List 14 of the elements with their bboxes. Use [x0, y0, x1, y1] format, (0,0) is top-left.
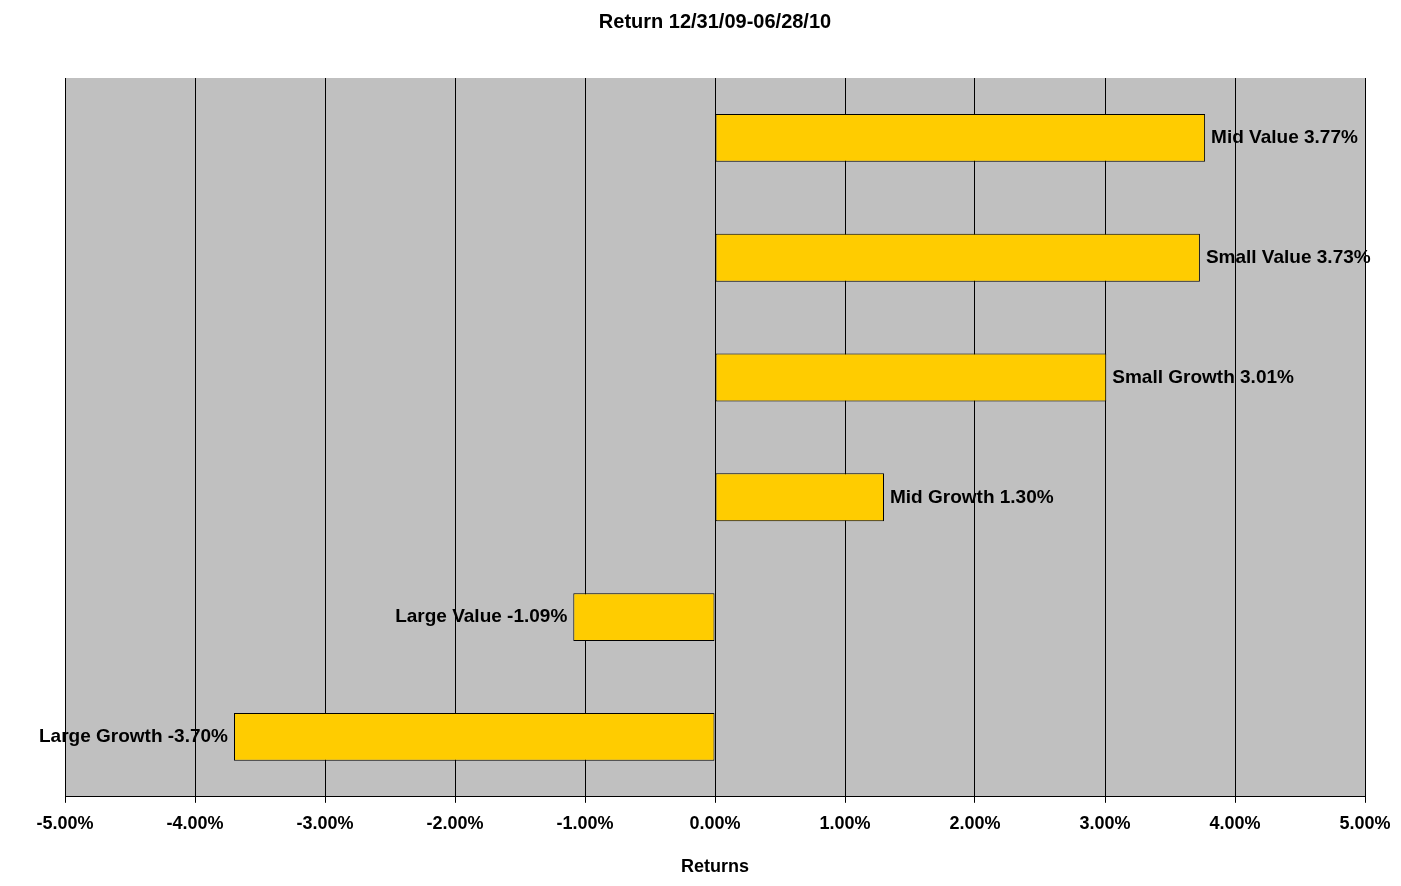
- x-tick-label: 2.00%: [949, 812, 1001, 833]
- x-tick-label: -3.00%: [296, 812, 354, 833]
- x-tick-label: -2.00%: [426, 812, 484, 833]
- chart-title: Return 12/31/09-06/28/10: [598, 9, 832, 32]
- x-tick-label: 3.00%: [1079, 812, 1131, 833]
- x-tick-label: 1.00%: [819, 812, 871, 833]
- x-tick-label: -5.00%: [36, 812, 94, 833]
- x-tick-label: -4.00%: [166, 812, 224, 833]
- x-tick-label: 5.00%: [1339, 812, 1391, 833]
- x-tick-label: 0.00%: [689, 812, 741, 833]
- category-label: Small Growth 3.01%: [1112, 365, 1294, 387]
- x-axis-title: Returns: [680, 856, 750, 877]
- x-tick-label: -1.00%: [556, 812, 614, 833]
- x-tick-label: 4.00%: [1209, 812, 1261, 833]
